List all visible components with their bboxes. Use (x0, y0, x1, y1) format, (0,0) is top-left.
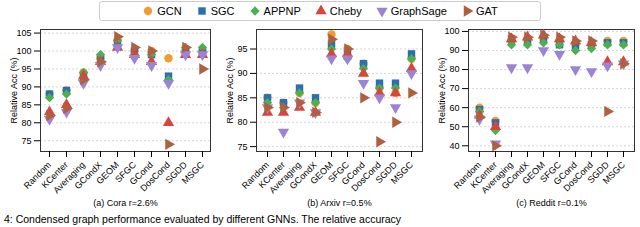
svg-text:100: 100 (444, 26, 459, 36)
svg-text:GCondX: GCondX (72, 159, 104, 192)
svg-text:105: 105 (16, 28, 31, 38)
svg-text:75: 75 (237, 142, 247, 152)
html-text:Cheby: Cheby (329, 5, 362, 17)
svg-text:SGDD: SGDD (373, 159, 399, 186)
svg-text:GEOM: GEOM (520, 159, 547, 187)
svg-text:Averaging: Averaging (267, 159, 303, 196)
svg-text:DosCond: DosCond (561, 159, 595, 194)
svg-text:75: 75 (21, 136, 31, 146)
svg-text:80: 80 (237, 117, 247, 127)
svg-text:MSGC: MSGC (601, 159, 628, 186)
svg-text:KCenter: KCenter (468, 159, 499, 191)
svg-text:DosCond: DosCond (138, 159, 172, 194)
svg-text:90: 90 (237, 68, 247, 78)
svg-text:40: 40 (449, 141, 459, 151)
svg-text:SFGC: SFGC (326, 159, 351, 185)
svg-text:85: 85 (21, 100, 31, 110)
svg-text:95: 95 (237, 44, 247, 54)
svg-text:Random: Random (21, 159, 53, 191)
html-text:APPNP: APPNP (263, 5, 301, 17)
svg-text:Averaging: Averaging (51, 159, 87, 196)
svg-text:Relative Acc (%): Relative Acc (%) (437, 57, 447, 123)
html-text:GraphSage: GraphSage (390, 5, 447, 17)
svg-text:80: 80 (21, 118, 31, 128)
svg-text:MSGC: MSGC (389, 159, 416, 186)
svg-text:DosCond: DosCond (349, 159, 383, 194)
svg-text:(a) Cora r=2.6%: (a) Cora r=2.6% (93, 198, 157, 208)
html-text:4: Condensed graph performance: 4: Condensed graph performance evaluated… (4, 213, 402, 225)
svg-text:(c) Reddit r=0.1%: (c) Reddit r=0.1% (516, 198, 586, 208)
html-text:GCN: GCN (157, 5, 182, 17)
svg-text:Random: Random (239, 159, 271, 191)
svg-text:SFGC: SFGC (538, 159, 563, 185)
svg-text:GEOM: GEOM (94, 159, 121, 187)
svg-text:70: 70 (449, 83, 459, 93)
svg-text:GCond: GCond (339, 159, 367, 187)
svg-text:Random: Random (451, 159, 483, 191)
svg-text:GEOM: GEOM (308, 159, 335, 187)
svg-text:MSGC: MSGC (180, 159, 207, 186)
svg-text:(b) Arxiv r=0.5%: (b) Arxiv r=0.5% (307, 198, 371, 208)
svg-text:50: 50 (449, 122, 459, 132)
html-text:GAT: GAT (475, 5, 498, 17)
svg-text:GCond: GCond (551, 159, 579, 187)
svg-text:KCenter: KCenter (39, 159, 70, 191)
svg-text:100: 100 (16, 46, 31, 56)
svg-text:90: 90 (21, 82, 31, 92)
svg-text:Averaging: Averaging (479, 159, 515, 196)
svg-text:60: 60 (449, 103, 459, 113)
svg-text:SGDD: SGDD (585, 159, 611, 186)
svg-text:SFGC: SFGC (113, 159, 138, 185)
svg-text:95: 95 (21, 64, 31, 74)
svg-text:90: 90 (449, 45, 459, 55)
svg-text:GCondX: GCondX (499, 159, 531, 192)
svg-text:85: 85 (237, 93, 247, 103)
svg-text:GCond: GCond (127, 159, 155, 187)
svg-text:Relative Acc (%): Relative Acc (%) (9, 57, 19, 123)
svg-text:SGDD: SGDD (163, 159, 189, 186)
svg-text:80: 80 (449, 64, 459, 74)
html-text:SGC: SGC (210, 5, 235, 17)
svg-text:KCenter: KCenter (256, 159, 287, 191)
svg-text:Relative Acc (%): Relative Acc (%) (225, 57, 235, 123)
svg-text:GCondX: GCondX (287, 159, 319, 192)
